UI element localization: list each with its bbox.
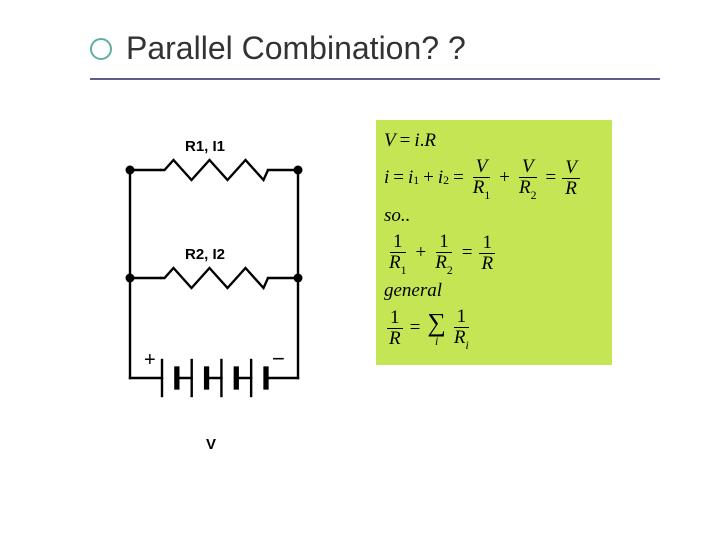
num: 1 [390, 232, 406, 253]
den: R2 [516, 178, 540, 201]
sub-1: 1 [413, 174, 419, 188]
sym-R: R [519, 177, 531, 198]
den: R2 [432, 253, 456, 276]
sub: 1 [484, 189, 490, 202]
den: R [478, 254, 496, 274]
title-underline [90, 78, 660, 80]
eq-general-sum: 1 R = ∑ i 1 Ri [384, 307, 604, 351]
circuit-diagram: +− R1, I1 R2, I2 V [100, 120, 325, 450]
den: R [386, 329, 404, 349]
frac-1-r2: 1 R2 [432, 232, 456, 276]
sub: i [465, 339, 468, 352]
op-plus: + [416, 242, 427, 265]
sym-i: i [384, 167, 389, 190]
op-eq: = [453, 167, 464, 190]
sym-V: V [384, 130, 396, 153]
op-eq: = [400, 130, 411, 153]
frac-1-r1: 1 R1 [386, 232, 410, 276]
eq-so: so.. [384, 205, 604, 228]
sym-R: R [454, 327, 466, 348]
r1-label: R1, I1 [185, 138, 225, 155]
sub: 2 [531, 189, 537, 202]
frac-v-r: V R [562, 158, 580, 199]
equations-box: V = i . R i = i1 + i2 = V R1 + V R2 = V [376, 120, 612, 365]
sym-R: R [424, 130, 436, 153]
op-plus: + [423, 167, 434, 190]
eq-general: general [384, 280, 604, 303]
eq-v-ir: V = i . R [384, 130, 604, 153]
den: R1 [386, 253, 410, 276]
num: 1 [436, 232, 452, 253]
sub-2: 2 [443, 174, 449, 188]
frac-v-r1: V R1 [470, 157, 494, 201]
op-plus: + [499, 167, 510, 190]
eq-current-sum: i = i1 + i2 = V R1 + V R2 = V R [384, 157, 604, 201]
num: V [562, 158, 580, 179]
page-title: Parallel Combination? ? [126, 30, 466, 67]
circuit-svg: +− [100, 120, 325, 450]
num: V [473, 157, 491, 178]
frac-1-r: 1 R [386, 308, 404, 349]
frac-1-r: 1 R [478, 233, 496, 274]
sym-R: R [389, 252, 401, 273]
r2-label: R2, I2 [185, 246, 225, 263]
frac-v-r2: V R2 [516, 157, 540, 201]
den: R [562, 179, 580, 199]
op-eq: = [546, 167, 557, 190]
op-eq: = [393, 167, 404, 190]
frac-1-ri: 1 Ri [451, 307, 472, 351]
den: Ri [451, 328, 472, 351]
num: 1 [387, 308, 403, 329]
num: 1 [454, 307, 470, 328]
op-eq: = [410, 317, 421, 340]
sub: 2 [447, 264, 453, 277]
svg-text:−: − [272, 346, 285, 371]
num: 1 [479, 233, 495, 254]
eq-reciprocal: 1 R1 + 1 R2 = 1 R [384, 232, 604, 276]
sym-R: R [435, 252, 447, 273]
sigma-icon: ∑ i [427, 310, 446, 348]
title-bullet-icon [90, 38, 112, 60]
op-eq: = [462, 242, 473, 265]
sub: 1 [401, 264, 407, 277]
sym-R: R [473, 177, 485, 198]
den: R1 [470, 178, 494, 201]
svg-text:+: + [144, 349, 156, 371]
num: V [519, 157, 537, 178]
v-label: V [206, 436, 216, 453]
title-row: Parallel Combination? ? [90, 30, 660, 67]
sum-index: i [435, 336, 438, 348]
